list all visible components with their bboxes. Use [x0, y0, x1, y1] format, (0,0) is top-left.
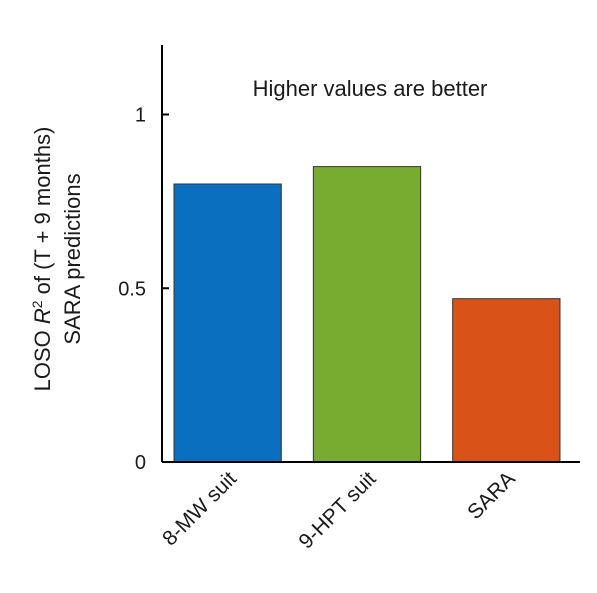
y-tick-label: 1 — [135, 105, 146, 127]
x-tick-label: 8-MW suit — [158, 467, 241, 550]
y-axis-label-line2: SARA predictions — [60, 173, 85, 344]
y-tick-label: 0 — [135, 452, 146, 474]
bar-9-hpt-suit — [312, 166, 422, 463]
bars-group — [173, 166, 561, 463]
bar-sara — [452, 298, 561, 463]
bar-8-mw-suit — [173, 183, 282, 463]
x-tick-labels-group: 8-MW suit 9-HPT suit SARA — [158, 467, 520, 553]
y-axis-label-line1: LOSO R2 of (T + 9 months) — [29, 127, 55, 392]
x-tick-label: SARA — [463, 467, 520, 524]
y-tick-label: 0.5 — [118, 278, 146, 300]
y-ticks-group: 00.51 — [118, 105, 169, 474]
x-tick-label: 9-HPT suit — [294, 467, 380, 553]
chart-annotation: Higher values are better — [253, 76, 488, 101]
